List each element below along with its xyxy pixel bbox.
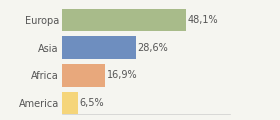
Text: 6,5%: 6,5% <box>80 98 104 108</box>
Bar <box>62 36 136 59</box>
Text: 28,6%: 28,6% <box>137 43 167 53</box>
Text: 16,9%: 16,9% <box>107 70 137 80</box>
Bar <box>62 9 186 31</box>
Bar <box>62 92 78 114</box>
Bar <box>62 64 105 87</box>
Text: 48,1%: 48,1% <box>187 15 218 25</box>
